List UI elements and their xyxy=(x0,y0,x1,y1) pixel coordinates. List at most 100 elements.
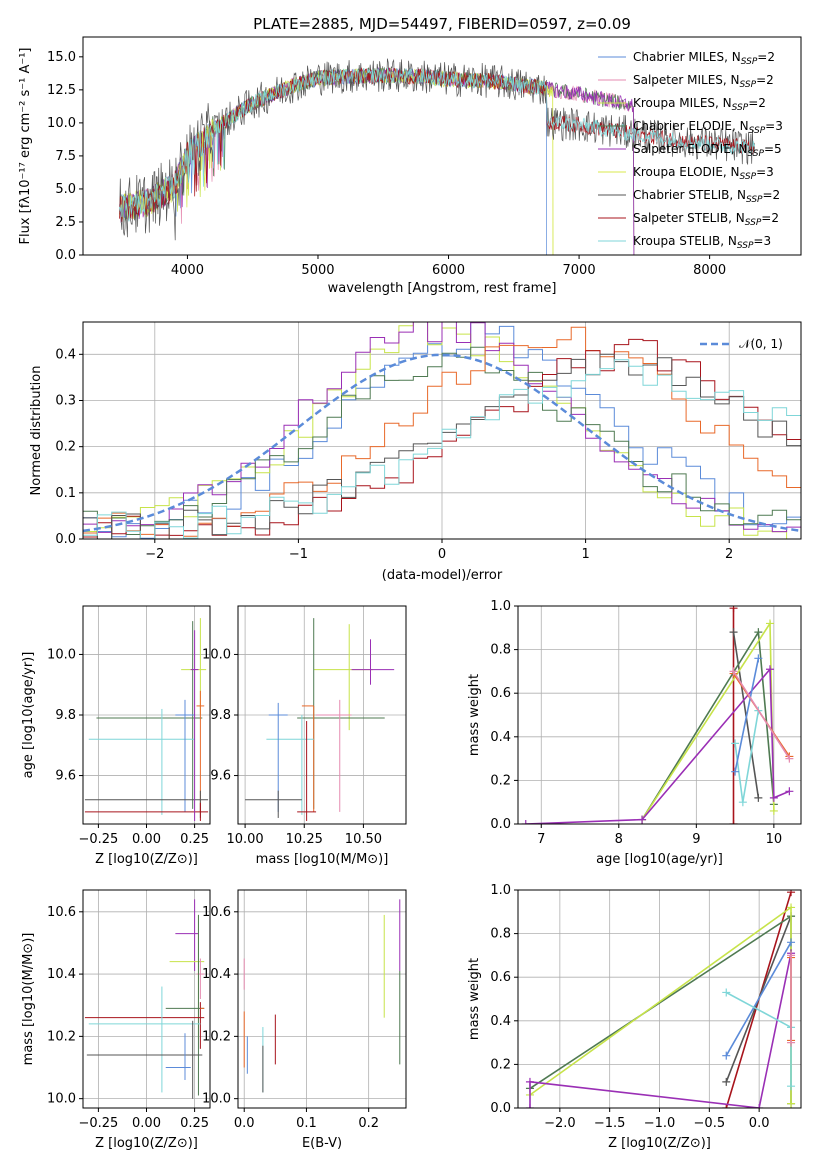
mass-weight-marker xyxy=(765,619,774,628)
y-axis-label: mass [log10(M/M⊙)] xyxy=(21,933,36,1066)
legend-entry-sub: SSP xyxy=(732,103,749,113)
y-tick-label: 0.0 xyxy=(490,817,511,832)
mass-weight-marker xyxy=(731,739,740,748)
y-axis-label: mass weight xyxy=(467,958,482,1040)
legend-entry-suffix: =2 xyxy=(761,211,779,225)
legend-entry: Kroupa STELIB, NSSP=3 xyxy=(633,234,771,251)
legend-entry-label: Kroupa STELIB, N xyxy=(633,234,737,248)
mass-weight-line xyxy=(525,667,790,824)
y-tick-label: 10.4 xyxy=(202,967,231,982)
weight-vs-age-frame xyxy=(517,605,802,825)
y-tick-label: 0.0 xyxy=(490,1101,511,1116)
mass-weight-marker xyxy=(738,798,747,807)
legend-entry-label: Salpeter ELODIE, N xyxy=(633,142,747,156)
weight-vs-age-plot-area xyxy=(518,606,801,824)
y-axis-label: age [log10(age/yr)] xyxy=(21,652,36,779)
y-axis-label: Normed distribution xyxy=(29,366,44,496)
x-tick-label: 0.25 xyxy=(180,832,209,847)
mass-weight-marker xyxy=(754,793,763,802)
legend-entry-label: Chabrier ELODIE, N xyxy=(633,119,749,133)
y-axis-label: mass weight xyxy=(467,674,482,756)
legend-entry: Chabrier MILES, NSSP=2 xyxy=(633,50,775,67)
mass-weight-marker xyxy=(787,1038,796,1047)
mass-weight-marker xyxy=(729,606,738,613)
legend-entry-suffix: =3 xyxy=(765,119,783,133)
histogram-series xyxy=(83,326,801,539)
x-tick-label: −1 xyxy=(289,547,308,562)
mass-weight-marker xyxy=(722,1051,731,1060)
y-tick-label: 9.8 xyxy=(55,708,76,723)
mass-weight-marker xyxy=(787,1082,796,1091)
x-axis-label: E(B-V) xyxy=(302,1136,342,1151)
mass-weight-marker xyxy=(787,890,796,897)
x-tick-label: 10.25 xyxy=(286,832,323,847)
mass-weight-marker xyxy=(785,754,794,763)
legend-entry-label: Chabrier STELIB, N xyxy=(633,188,746,202)
legend-entry-label: Chabrier MILES, N xyxy=(633,50,741,64)
mass-weight-marker xyxy=(525,1104,534,1108)
x-tick-label: 4000 xyxy=(171,263,204,278)
mass-weight-marker xyxy=(765,665,774,674)
histogram-series xyxy=(83,322,801,533)
mass-weight-line xyxy=(732,670,791,760)
x-tick-label: −0.25 xyxy=(78,1116,118,1131)
age-vs-Z-plot-area xyxy=(83,606,210,824)
legend-entry: Kroupa ELODIE, NSSP=3 xyxy=(633,165,774,182)
y-tick-label: 0.2 xyxy=(55,440,76,455)
x-tick-label: 0.00 xyxy=(132,832,161,847)
x-axis-label: age [log10(age/yr)] xyxy=(596,852,723,867)
mass-weight-marker xyxy=(729,820,738,824)
weight-vs-Z-frame xyxy=(517,889,802,1109)
x-tick-label: 8 xyxy=(615,832,623,847)
y-axis-label: Flux [fλ10⁻¹⁷ erg cm⁻² s⁻¹ A⁻¹] xyxy=(18,48,33,245)
x-axis-label: Z [log10(Z/Z⊙)] xyxy=(95,1136,198,1151)
mass-weight-marker xyxy=(769,806,778,815)
legend-entry-suffix: =2 xyxy=(763,188,781,202)
x-axis-label: Z [log10(Z/Z⊙)] xyxy=(95,852,198,867)
legend-entry-label: Kroupa MILES, N xyxy=(633,96,732,110)
mass-weight-marker xyxy=(638,815,647,824)
y-tick-label: 0.8 xyxy=(490,643,511,658)
y-tick-label: 10.0 xyxy=(202,647,231,662)
y-tick-label: 9.6 xyxy=(55,769,76,784)
legend-entry-label: Kroupa ELODIE, N xyxy=(633,165,740,179)
x-axis-label: wavelength [Angstrom, rest frame] xyxy=(328,281,557,296)
y-tick-label: 10.4 xyxy=(47,967,76,982)
mass-weight-marker xyxy=(722,1104,731,1108)
y-tick-label: 0.2 xyxy=(490,773,511,788)
legend-entry-label: Salpeter MILES, N xyxy=(633,73,740,87)
x-tick-label: 0 xyxy=(438,547,446,562)
x-tick-label: 6000 xyxy=(432,263,465,278)
x-tick-label: 7000 xyxy=(563,263,596,278)
mass-weight-line xyxy=(725,941,792,1057)
mass-weight-marker xyxy=(731,767,740,776)
y-tick-label: 10.0 xyxy=(47,1092,76,1107)
legend-entry: Salpeter MILES, NSSP=2 xyxy=(633,73,774,90)
legend-entry-sub: SSP xyxy=(747,149,764,159)
spectrum-frame xyxy=(82,36,802,256)
x-tick-label: −0.5 xyxy=(694,1116,726,1131)
y-tick-label: 10.0 xyxy=(202,1092,231,1107)
legend-entry-label: Salpeter STELIB, N xyxy=(633,211,745,225)
y-tick-label: 5.0 xyxy=(55,182,76,197)
legend-entry-suffix: =2 xyxy=(757,50,775,64)
y-tick-label: 0.6 xyxy=(490,970,511,985)
weight-vs-Z-plot-area xyxy=(518,890,801,1108)
y-tick-label: 0.0 xyxy=(55,248,76,263)
legend-entry-suffix: =2 xyxy=(756,73,774,87)
x-tick-label: 7 xyxy=(537,832,545,847)
x-tick-label: 0.0 xyxy=(749,1116,770,1131)
mass-vs-ebv-frame xyxy=(237,889,407,1109)
x-tick-label: 0.2 xyxy=(358,1116,379,1131)
y-tick-label: 0.1 xyxy=(55,486,76,501)
x-tick-label: −2 xyxy=(145,547,164,562)
y-tick-label: 0.4 xyxy=(55,347,76,362)
age-vs-mass-frame xyxy=(237,605,407,825)
mass-weight-marker xyxy=(769,793,778,802)
legend-entry: 𝒩(0, 1) xyxy=(739,337,783,351)
x-tick-label: −2.0 xyxy=(544,1116,576,1131)
mass-weight-marker xyxy=(525,1077,534,1086)
y-tick-label: 10.0 xyxy=(47,116,76,131)
mass-weight-marker xyxy=(754,628,763,637)
mass-weight-line xyxy=(734,658,760,772)
